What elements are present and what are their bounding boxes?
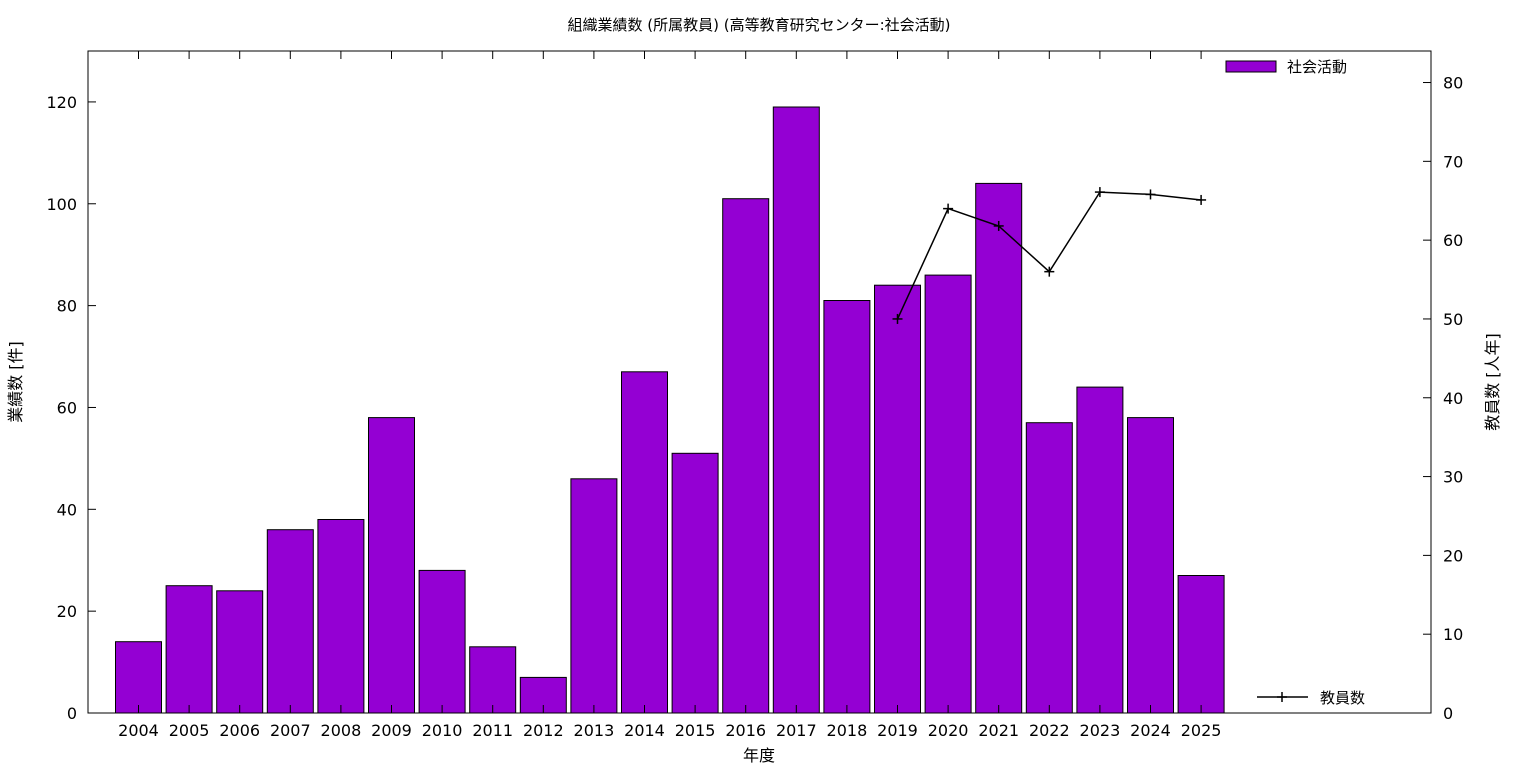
y-tick-label-100: 100	[46, 195, 77, 214]
legend-line: 教員数	[1257, 689, 1365, 707]
bar-2009	[368, 417, 415, 714]
bar-2014	[621, 371, 668, 714]
x-tick-label-2006: 2006	[219, 721, 260, 740]
legend-bar: 社会活動	[1225, 58, 1347, 76]
bar-2022	[1025, 422, 1073, 714]
y2-tick-label-60: 60	[1443, 231, 1463, 250]
x-tick-label-2023: 2023	[1080, 721, 1121, 740]
bar-2007	[266, 529, 314, 714]
x-tick-label-2020: 2020	[928, 721, 969, 740]
x-tick-label-2008: 2008	[321, 721, 362, 740]
y2-tick-label-70: 70	[1443, 152, 1463, 171]
y-tick-label-40: 40	[57, 500, 77, 519]
bar-2013	[570, 478, 618, 714]
x-tick-label-2012: 2012	[523, 721, 564, 740]
bar-2011	[469, 646, 517, 714]
x-axis-title: 年度	[743, 746, 775, 765]
bar-2010	[418, 569, 466, 714]
right-axis: 0 10 20 30 40 50 60 70 80	[1423, 74, 1463, 723]
bar-2020	[924, 274, 972, 714]
teacher-count-line-layer	[892, 187, 1207, 324]
y-tick-label-60: 60	[57, 398, 77, 417]
x-tick-label-2009: 2009	[371, 721, 412, 740]
legend-bar-swatch	[1225, 60, 1277, 73]
bars-layer	[115, 106, 1225, 714]
teacher-count-point-2023	[1094, 187, 1105, 198]
bar-2015	[671, 452, 719, 714]
x-tick-label-2018: 2018	[827, 721, 868, 740]
x-tick-label-2013: 2013	[574, 721, 615, 740]
bar-2016	[722, 198, 770, 714]
bar-2006	[216, 590, 264, 714]
y2-tick-label-0: 0	[1443, 704, 1453, 723]
bar-2025	[1177, 575, 1225, 714]
y2-tick-label-20: 20	[1443, 546, 1463, 565]
x-tick-label-2016: 2016	[725, 721, 766, 740]
y-tick-label-20: 20	[57, 602, 77, 621]
x-tick-label-2010: 2010	[422, 721, 463, 740]
chart-title: 組織業績数 (所属教員) (高等教育研究センター:社会活動)	[567, 16, 950, 34]
x-tick-label-2025: 2025	[1181, 721, 1222, 740]
teacher-count-point-2019	[892, 313, 903, 324]
plot-frame	[87, 50, 1432, 714]
y2-tick-label-80: 80	[1443, 74, 1463, 93]
legend-line-label: 教員数	[1320, 689, 1365, 707]
y2-tick-label-30: 30	[1443, 468, 1463, 487]
y2-tick-label-40: 40	[1443, 389, 1463, 408]
x-tick-label-2022: 2022	[1029, 721, 1070, 740]
bar-2023	[1076, 386, 1124, 714]
y-tick-label-0: 0	[67, 704, 77, 723]
y2-tick-label-10: 10	[1443, 625, 1463, 644]
bar-2005	[165, 585, 213, 714]
x-tick-label-2015: 2015	[675, 721, 716, 740]
teacher-count-point-2025	[1196, 194, 1207, 205]
x-tick-label-2005: 2005	[169, 721, 210, 740]
bar-2018	[823, 300, 871, 714]
x-tick-label-2024: 2024	[1130, 721, 1171, 740]
y2-axis-title: 教員数 [人年]	[1483, 333, 1502, 431]
teacher-count-point-2021	[993, 220, 1004, 231]
bar-2019	[874, 284, 921, 714]
teacher-count-point-2020	[943, 203, 954, 214]
y-tick-label-120: 120	[46, 93, 77, 112]
bar-2017	[772, 106, 820, 714]
legend-bar-label: 社会活動	[1287, 58, 1347, 76]
x-tick-label-2007: 2007	[270, 721, 311, 740]
x-tick-label-2004: 2004	[118, 721, 159, 740]
teacher-count-point-2024	[1145, 189, 1156, 200]
bar-2024	[1127, 417, 1174, 714]
x-tick-label-2014: 2014	[624, 721, 665, 740]
x-tick-label-2019: 2019	[877, 721, 918, 740]
x-tick-label-2017: 2017	[776, 721, 817, 740]
bar-2008	[317, 519, 365, 714]
teacher-count-point-2022	[1044, 266, 1055, 277]
y-tick-label-80: 80	[57, 297, 77, 316]
x-axis: 2004 2005 2006 2007 2008 2009 2010 2011 2012 2013…	[118, 51, 1221, 740]
bar-2004	[115, 641, 162, 714]
left-axis: 0 20 40 60 80 100 120	[46, 93, 96, 723]
x-tick-label-2011: 2011	[472, 721, 513, 740]
x-tick-label-2021: 2021	[978, 721, 1019, 740]
bar-2021	[975, 182, 1023, 714]
y-axis-title: 業績数 [件]	[6, 341, 25, 423]
y2-tick-label-50: 50	[1443, 310, 1463, 329]
